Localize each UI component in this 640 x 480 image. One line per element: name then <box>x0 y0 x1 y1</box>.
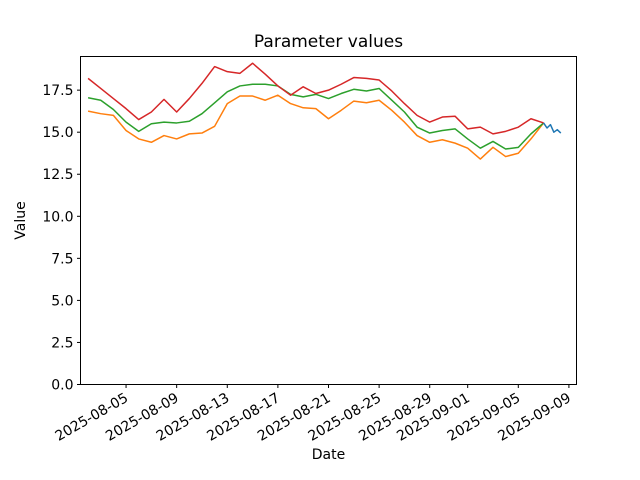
plot-area-border <box>80 56 577 385</box>
series-orange-line <box>87 94 545 160</box>
y-tick-label: 17.5 <box>42 83 73 99</box>
series-green-line <box>87 83 545 150</box>
series-blue-line <box>542 122 562 134</box>
y-tick-label: 2.5 <box>51 335 73 351</box>
y-tick-label: 5.0 <box>51 293 73 309</box>
y-tick-label: 0.0 <box>51 378 73 394</box>
x-axis-label: Date <box>312 447 345 463</box>
y-tick-label: 15.0 <box>42 125 73 141</box>
plot-series <box>87 62 562 160</box>
y-axis-ticks: 0.0 2.5 5.0 7.5 10.0 12.5 15.0 17.5 <box>42 83 81 394</box>
y-axis-label: Value <box>13 201 29 239</box>
y-tick-label: 7.5 <box>51 251 73 267</box>
y-tick-label: 12.5 <box>42 167 73 183</box>
series-red-line <box>87 62 544 135</box>
chart-title: Parameter values <box>254 32 403 52</box>
y-tick-label: 10.0 <box>42 209 73 225</box>
